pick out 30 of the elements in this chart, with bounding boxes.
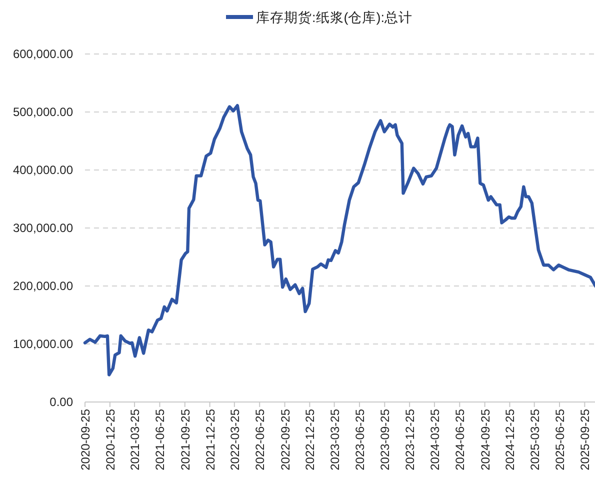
line-series [83, 104, 595, 376]
y-tick-label: 400,000.00 [12, 163, 74, 177]
x-tick-label: 2021-03-25 [128, 408, 142, 470]
x-tick-label: 2022-03-25 [228, 408, 242, 470]
y-tick-label: 600,000.00 [12, 47, 74, 61]
x-tick-label: 2025-03-25 [528, 408, 542, 470]
y-tick-label: 0.00 [50, 395, 74, 409]
x-tick-label: 2021-12-25 [203, 408, 218, 470]
x-tick-label: 2021-09-25 [178, 408, 192, 470]
x-tick-label: 2023-03-25 [328, 408, 342, 470]
x-tick-label: 2021-06-25 [153, 408, 168, 470]
x-tick-label: 2022-06-25 [253, 408, 268, 470]
x-tick-label: 2022-12-25 [303, 408, 318, 470]
x-tick-label: 2024-03-25 [428, 408, 442, 470]
x-tick-label: 2024-12-25 [503, 408, 518, 470]
x-tick-label: 2025-06-25 [553, 408, 568, 470]
x-tick-label: 2020-09-25 [78, 408, 92, 470]
y-tick-label: 300,000.00 [12, 221, 74, 235]
x-tick-label: 2022-09-25 [278, 408, 292, 470]
x-tick-label: 2024-09-25 [478, 408, 492, 470]
x-tick-label: 2024-06-25 [453, 408, 468, 470]
x-tick-label: 2020-12-25 [103, 408, 118, 470]
x-tick-label: 2023-06-25 [352, 408, 367, 470]
y-tick-label: 100,000.00 [12, 337, 74, 351]
x-tick-label: 2025-09-25 [578, 408, 592, 470]
x-tick-label: 2023-09-25 [378, 408, 392, 470]
y-tick-label: 500,000.00 [12, 105, 74, 119]
y-tick-label: 200,000.00 [12, 279, 74, 293]
x-tick-label: 2023-12-25 [403, 408, 418, 470]
legend-label: 库存期货:纸浆(仓库):总计 [256, 10, 412, 25]
